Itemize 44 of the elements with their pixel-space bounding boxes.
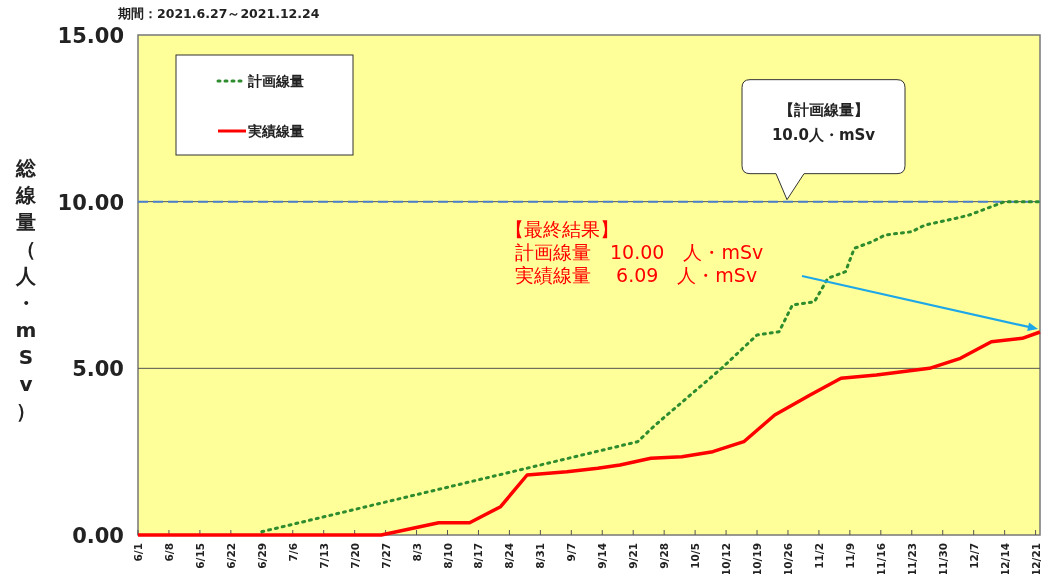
- x-tick-label: 9/14: [596, 543, 609, 569]
- x-tick-label: 9/21: [627, 543, 640, 569]
- x-tick-label: 7/13: [317, 543, 330, 569]
- x-tick-label: 9/28: [658, 543, 671, 569]
- annotation: 【計画線量】: [778, 100, 869, 119]
- y-tick-label: 10.00: [57, 190, 124, 215]
- x-tick-label: 7/27: [379, 543, 392, 569]
- x-tick-label: 8/24: [503, 543, 516, 569]
- legend-label: 実績線量: [248, 123, 304, 139]
- annotation: 実績線量 6.09 人・mSv: [515, 264, 758, 286]
- x-tick-label: 11/30: [936, 543, 949, 574]
- y-tick-label: 5.00: [72, 357, 124, 382]
- x-tick-label: 11/23: [905, 543, 918, 574]
- annotation: 【最終結果】: [505, 218, 619, 240]
- x-tick-label: 11/16: [874, 543, 887, 574]
- ylabel: 総線量（人・mSv）: [15, 156, 37, 423]
- chart-title: 期間：2021.6.27～2021.12.24: [117, 6, 320, 21]
- x-tick-label: 11/9: [843, 543, 856, 569]
- x-tick-label: 12/21: [1029, 543, 1042, 574]
- x-tick-label: 6/29: [255, 543, 268, 569]
- x-tick-label: 8/10: [441, 543, 454, 569]
- x-tick-label: 8/17: [472, 543, 485, 569]
- x-tick-label: 8/3: [410, 543, 423, 562]
- annotation: 10.0人・mSv: [771, 125, 876, 144]
- x-tick-label: 7/6: [286, 543, 299, 562]
- x-tick-label: 12/7: [967, 543, 980, 569]
- x-tick-label: 7/20: [348, 543, 361, 569]
- y-tick-label: 0.00: [72, 524, 124, 548]
- x-tick-label: 10/19: [751, 543, 764, 574]
- x-tick-label: 6/8: [162, 543, 175, 562]
- x-tick-label: 8/31: [534, 543, 547, 569]
- x-tick-label: 6/1: [132, 543, 144, 562]
- x-tick-label: 6/22: [224, 543, 237, 569]
- annotation: 計画線量 10.00 人・mSv: [515, 241, 764, 263]
- legend-label: 計画線量: [247, 73, 304, 89]
- x-tick-label: 11/2: [812, 543, 825, 569]
- y-tick-label: 15.00: [57, 24, 124, 48]
- x-tick-label: 9/7: [565, 543, 578, 562]
- x-tick-label: 12/14: [998, 543, 1011, 574]
- line-series: [260, 200, 1042, 534]
- x-tick-label: 10/26: [781, 543, 794, 574]
- x-tick-label: 10/5: [689, 543, 702, 569]
- x-tick-label: 6/15: [193, 543, 206, 569]
- x-tick-label: 10/12: [720, 543, 733, 574]
